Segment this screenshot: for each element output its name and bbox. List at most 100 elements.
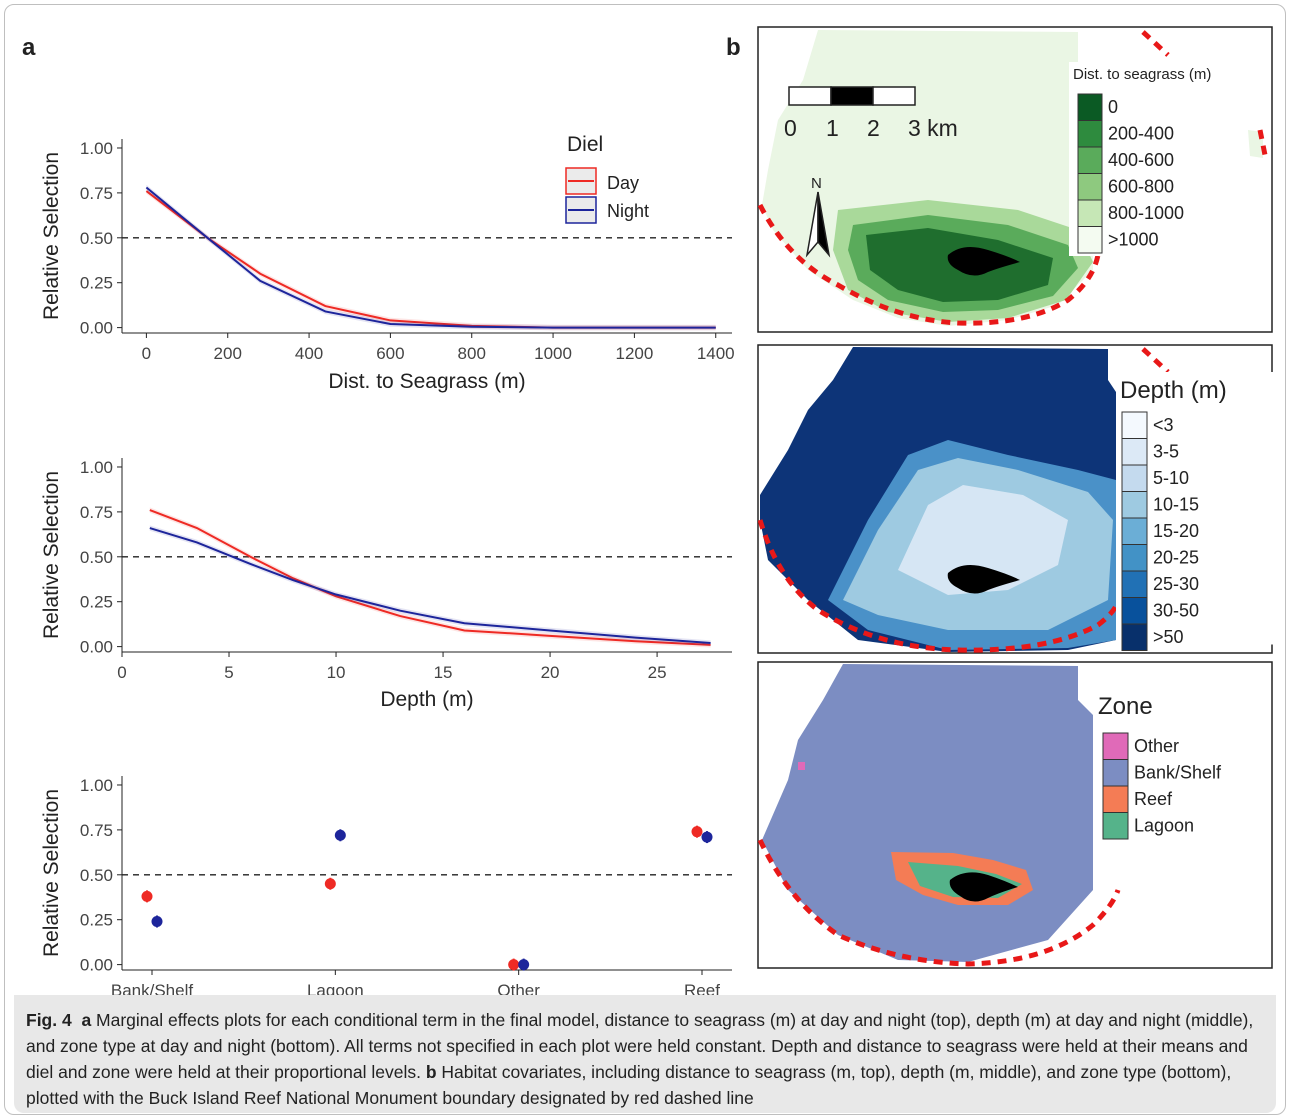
data-point-day [691,826,703,838]
y-tick-label: 0.75 [80,503,113,522]
y-tick-label: 0.25 [80,911,113,930]
caption-a-label: a [81,1010,92,1030]
map3-other-patch [798,762,805,770]
caption-b-label: b [425,1062,437,1082]
scale-label-3km: 3 km [908,115,958,141]
north-arrow-icon: N [805,175,831,258]
y-tick-label: 0.75 [80,821,113,840]
legend-title: Diel [567,133,603,156]
data-point-night [518,959,530,971]
legend-item-label: 200-400 [1108,124,1174,144]
x-tick-label: 200 [214,344,242,363]
legend-item-label: 10-15 [1153,495,1199,515]
x-axis-label: Dist. to Seagrass (m) [328,370,525,393]
legend-swatch [1077,226,1103,254]
data-point-day [141,890,153,902]
x-tick-label: 800 [458,344,486,363]
diel-legend: Diel Day Night [565,133,649,224]
legend-depth: Depth (m) <3 3-5 5-10 10-15 15-20 20-25 25-30 30… [1116,372,1278,651]
legend-item-label: 30-50 [1153,601,1199,621]
legend-item-label: >1000 [1108,230,1159,250]
data-point-day [508,959,520,971]
legend-swatch [1102,785,1129,813]
y-tick-label: 0.50 [80,548,113,567]
legend-item-label: Lagoon [1134,816,1194,836]
legend-swatch [1121,597,1148,625]
legend-swatch [1121,517,1148,545]
legend-item-label: Other [1134,736,1179,756]
legend-swatch [1121,570,1148,598]
y-tick-label: 0.00 [80,956,113,975]
habitat-maps: 0 1 2 3 km N Dist. to seagrass (m) 0 200-4… [757,26,1278,969]
confidence-band-day [149,507,711,648]
legend-label-night: Night [607,201,649,221]
legend-item-label: 5-10 [1153,468,1189,488]
map-depth: Depth (m) <3 3-5 5-10 10-15 15-20 20-25 25-30 30… [757,344,1278,654]
boundary-line [758,838,1121,967]
boundary-line [758,519,1123,653]
depth-plot: 0.00 0.25 0.50 0.75 1.00 Relative Selection 0 5… [40,458,732,711]
legend-swatch [1121,438,1148,466]
data-point-night [151,916,163,927]
y-tick-label: 0.50 [80,866,113,885]
x-tick-label: 20 [541,663,560,682]
panel-a-label: a [22,34,36,61]
legend-item-label: Bank/Shelf [1134,763,1222,783]
legend-swatch [1121,411,1148,439]
y-tick-label: 0.00 [80,319,113,338]
legend-title: Depth (m) [1120,377,1227,404]
data-point-night [701,831,713,843]
series-line-night [149,527,711,645]
legend-item-label: Reef [1134,789,1173,809]
panel-b-label: b [726,34,741,61]
legend-swatch [1077,93,1103,121]
x-tick-label: 400 [295,344,323,363]
legend-item-label: 25-30 [1153,574,1199,594]
legend-dist-seagrass: Dist. to seagrass (m) 0 200-400 400-600 600-… [1069,62,1243,256]
legend-item-label: 0 [1108,97,1118,117]
legend-item-label: 800-1000 [1108,203,1184,223]
data-point-day [324,878,336,890]
caption-a-text: Marginal effects plots for each conditio… [26,1010,1254,1082]
y-tick-label: 1.00 [80,458,113,477]
map-zone: Zone Other Bank/Shelf Reef Lagoon [757,661,1273,969]
x-tick-label: 0 [117,663,126,682]
scale-label-0: 0 [784,115,797,141]
y-tick-label: 0.25 [80,593,113,612]
x-tick-label: 10 [327,663,346,682]
legend-swatch [1121,544,1148,572]
legend-item-label: <3 [1153,415,1174,435]
legend-title: Dist. to seagrass (m) [1073,66,1211,83]
scale-label-2: 2 [867,115,880,141]
legend-swatch [1102,732,1129,760]
legend-swatch [1077,120,1103,148]
marginal-effects-charts: Diel Day Night 0.00 0.25 0.50 0.75 1.00 Relat… [40,133,735,1000]
legend-item-label: 15-20 [1153,521,1199,541]
scale-label-1: 1 [826,115,839,141]
legend-swatch [1102,759,1129,787]
boundary-line-e [1257,129,1269,161]
boundary-line [758,203,1101,326]
x-tick-label: 1400 [697,344,735,363]
map2-region-shallowest [898,485,1068,595]
x-tick-label: 1200 [615,344,653,363]
caption-b-text: Habitat covariates, including distance t… [26,1062,1232,1108]
legend-swatch [1102,812,1129,840]
series-line-night [145,186,716,329]
caption-fig-label: Fig. 4 [26,1010,72,1030]
legend-swatch [1077,146,1103,174]
y-tick-label: 0.50 [80,229,113,248]
island-icon [947,564,1020,594]
x-tick-label: 15 [434,663,453,682]
y-axis-label: Relative Selection [40,471,63,639]
data-point-night [334,829,346,841]
x-tick-label: 5 [224,663,233,682]
legend-zone: Zone Other Bank/Shelf Reef Lagoon [1094,688,1268,840]
legend-item-label: >50 [1153,627,1184,647]
boundary-line-ne [1141,347,1170,374]
y-tick-label: 0.75 [80,184,113,203]
legend-item-label: 600-800 [1108,177,1174,197]
legend-title: Zone [1098,693,1153,720]
x-tick-label: 1000 [534,344,572,363]
